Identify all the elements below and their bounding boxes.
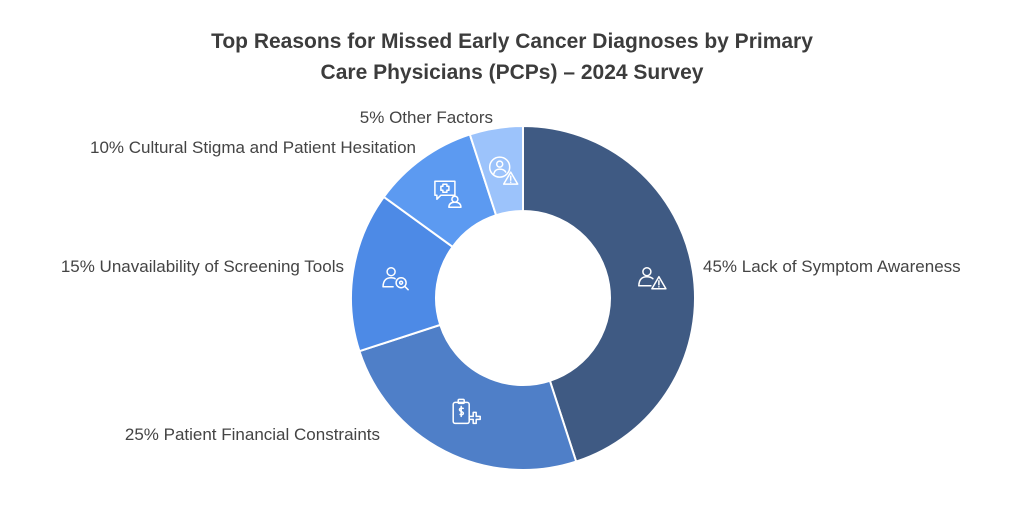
person-warning-icon bbox=[638, 266, 667, 290]
slice-lack-of-symptom-awareness bbox=[522, 124, 697, 463]
clipboard-dollar-medical-icon bbox=[452, 398, 481, 425]
chart-title-line-1: Top Reasons for Missed Early Cancer Diag… bbox=[211, 30, 813, 53]
label-other-factors: 5% Other Factors bbox=[360, 108, 493, 127]
slice-patient-financial-constraints bbox=[358, 323, 578, 471]
label-patient-financial-constraints: 25% Patient Financial Constraints bbox=[125, 425, 380, 444]
chart-title: Top Reasons for Missed Early Cancer Diag… bbox=[0, 26, 1024, 88]
person-search-icon bbox=[382, 266, 409, 291]
slice-labels: 45% Lack of Symptom Awareness 25% Patient… bbox=[61, 108, 961, 444]
slice-icons bbox=[382, 156, 667, 425]
person-circle-warning-icon bbox=[488, 156, 519, 185]
label-lack-of-symptom-awareness: 45% Lack of Symptom Awareness bbox=[703, 257, 961, 276]
donut-slices bbox=[350, 124, 697, 471]
label-unavailability-of-screening-tools: 15% Unavailability of Screening Tools bbox=[61, 257, 344, 276]
label-cultural-stigma-and-patient-hesitation: 10% Cultural Stigma and Patient Hesitati… bbox=[90, 138, 416, 157]
chat-medical-person-icon bbox=[434, 180, 462, 208]
chart-title-line-2: Care Physicians (PCPs) – 2024 Survey bbox=[320, 61, 704, 84]
